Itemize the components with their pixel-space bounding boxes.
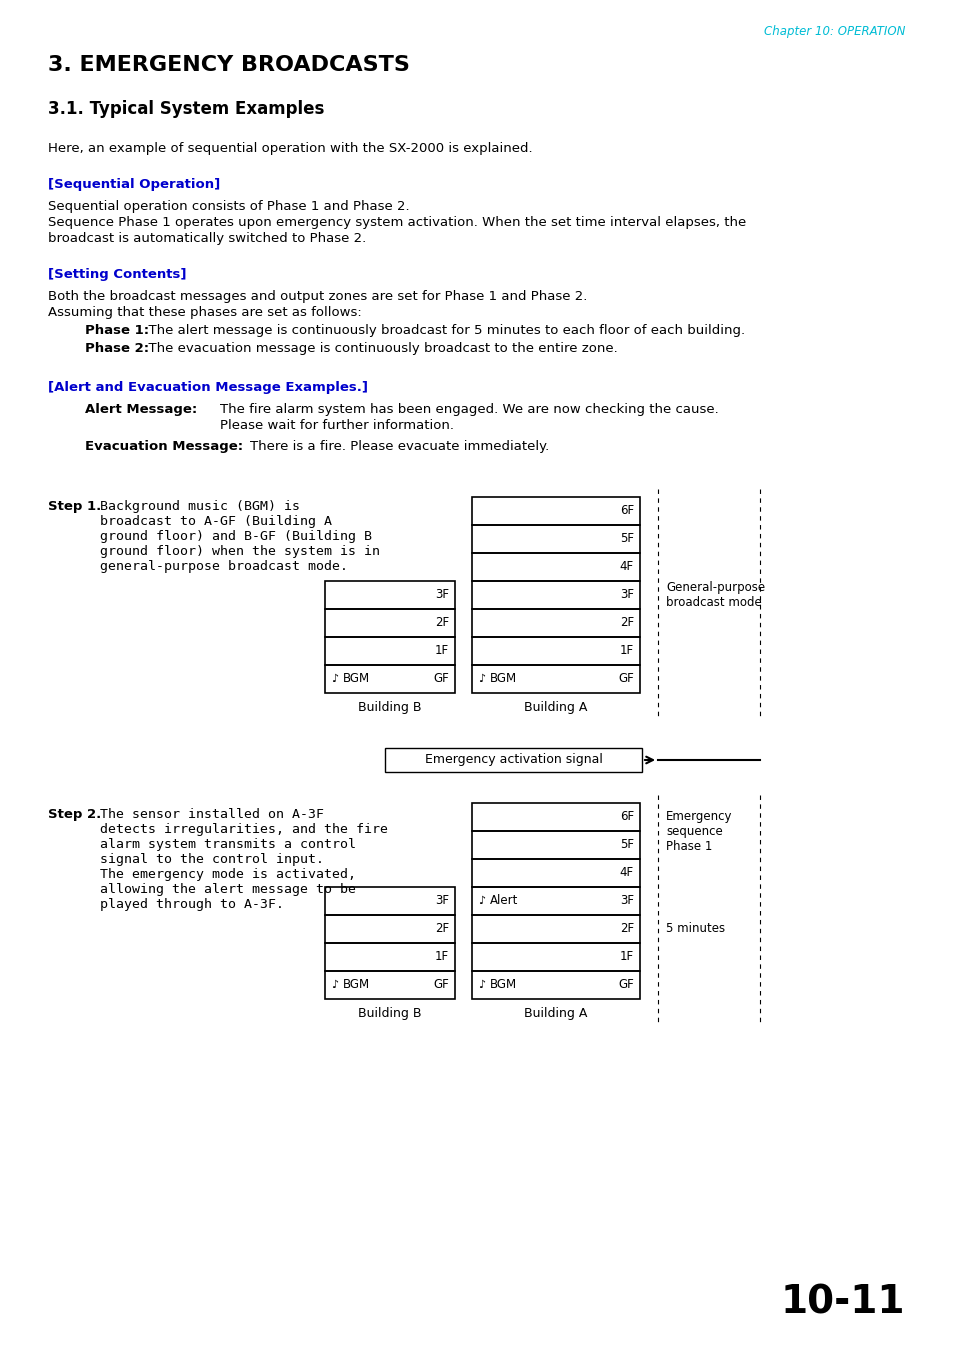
Text: Evacuation Message:: Evacuation Message: — [85, 440, 243, 453]
Text: 2F: 2F — [619, 616, 634, 630]
Text: BGM: BGM — [490, 978, 517, 992]
Text: Sequential operation consists of Phase 1 and Phase 2.: Sequential operation consists of Phase 1… — [48, 200, 409, 213]
Text: [Sequential Operation]: [Sequential Operation] — [48, 178, 220, 190]
Text: 10-11: 10-11 — [780, 1283, 904, 1323]
Text: Assuming that these phases are set as follows:: Assuming that these phases are set as fo… — [48, 305, 361, 319]
Text: The emergency mode is activated,: The emergency mode is activated, — [100, 867, 355, 881]
Text: Sequence Phase 1 operates upon emergency system activation. When the set time in: Sequence Phase 1 operates upon emergency… — [48, 216, 745, 230]
Text: 5F: 5F — [619, 839, 634, 851]
Text: ♪: ♪ — [477, 979, 485, 990]
Bar — [325, 888, 455, 915]
Text: broadcast to A-GF (Building A: broadcast to A-GF (Building A — [100, 515, 332, 528]
Text: Building B: Building B — [358, 701, 421, 713]
Text: 3F: 3F — [619, 894, 634, 908]
Text: allowing the alert message to be: allowing the alert message to be — [100, 884, 355, 896]
Bar — [385, 748, 641, 771]
Text: Step 1.: Step 1. — [48, 500, 101, 513]
Text: 4F: 4F — [619, 561, 634, 574]
Text: alarm system transmits a control: alarm system transmits a control — [100, 838, 355, 851]
Bar — [472, 665, 639, 693]
Text: Step 2.: Step 2. — [48, 808, 101, 821]
Bar — [325, 581, 455, 609]
Bar — [472, 888, 639, 915]
Text: 3. EMERGENCY BROADCASTS: 3. EMERGENCY BROADCASTS — [48, 55, 410, 76]
Text: 1F: 1F — [435, 644, 449, 658]
Text: played through to A-3F.: played through to A-3F. — [100, 898, 284, 911]
Text: general-purpose broadcast mode.: general-purpose broadcast mode. — [100, 561, 348, 573]
Text: 1F: 1F — [435, 951, 449, 963]
Bar — [325, 943, 455, 971]
Text: detects irregularities, and the fire: detects irregularities, and the fire — [100, 823, 388, 836]
Text: Both the broadcast messages and output zones are set for Phase 1 and Phase 2.: Both the broadcast messages and output z… — [48, 290, 587, 303]
Text: Building B: Building B — [358, 1006, 421, 1020]
Text: 3F: 3F — [619, 589, 634, 601]
Text: 5 minutes: 5 minutes — [665, 923, 724, 935]
Text: GF: GF — [618, 978, 634, 992]
Bar — [472, 943, 639, 971]
Text: 1F: 1F — [619, 644, 634, 658]
Bar — [325, 915, 455, 943]
Text: The sensor installed on A-3F: The sensor installed on A-3F — [100, 808, 324, 821]
Text: Chapter 10: OPERATION: Chapter 10: OPERATION — [762, 26, 904, 38]
Text: Phase 1:: Phase 1: — [85, 324, 149, 336]
Text: The evacuation message is continuously broadcast to the entire zone.: The evacuation message is continuously b… — [140, 342, 618, 355]
Text: BGM: BGM — [490, 673, 517, 685]
Text: 5F: 5F — [619, 532, 634, 546]
Text: [Setting Contents]: [Setting Contents] — [48, 267, 186, 281]
Bar — [472, 802, 639, 831]
Text: ♪: ♪ — [477, 896, 485, 907]
Text: ground floor) and B-GF (Building B: ground floor) and B-GF (Building B — [100, 530, 372, 543]
Text: Building A: Building A — [524, 1006, 587, 1020]
Text: 3F: 3F — [435, 589, 449, 601]
Text: Phase 2:: Phase 2: — [85, 342, 149, 355]
Bar — [472, 553, 639, 581]
Text: General-purpose
broadcast mode: General-purpose broadcast mode — [665, 581, 764, 609]
Text: 6F: 6F — [619, 811, 634, 824]
Text: Background music (BGM) is: Background music (BGM) is — [100, 500, 299, 513]
Text: Emergency activation signal: Emergency activation signal — [424, 754, 601, 766]
Text: ♪: ♪ — [331, 979, 337, 990]
Text: ground floor) when the system is in: ground floor) when the system is in — [100, 544, 379, 558]
Text: broadcast is automatically switched to Phase 2.: broadcast is automatically switched to P… — [48, 232, 366, 245]
Text: 2F: 2F — [619, 923, 634, 935]
Text: 6F: 6F — [619, 504, 634, 517]
Text: 2F: 2F — [435, 923, 449, 935]
Text: BGM: BGM — [343, 673, 370, 685]
Bar — [472, 526, 639, 553]
Text: 3.1. Typical System Examples: 3.1. Typical System Examples — [48, 100, 324, 118]
Text: The alert message is continuously broadcast for 5 minutes to each floor of each : The alert message is continuously broadc… — [140, 324, 744, 336]
Text: 1F: 1F — [619, 951, 634, 963]
Bar — [472, 831, 639, 859]
Bar — [472, 859, 639, 888]
Bar — [472, 971, 639, 998]
Bar — [325, 665, 455, 693]
Text: 2F: 2F — [435, 616, 449, 630]
Text: ♪: ♪ — [477, 674, 485, 684]
Text: signal to the control input.: signal to the control input. — [100, 852, 324, 866]
Text: Alert Message:: Alert Message: — [85, 403, 197, 416]
Text: Building A: Building A — [524, 701, 587, 713]
Bar — [472, 497, 639, 526]
Bar — [472, 581, 639, 609]
Bar — [325, 971, 455, 998]
Bar — [472, 609, 639, 638]
Text: Emergency
sequence
Phase 1: Emergency sequence Phase 1 — [665, 811, 732, 852]
Text: GF: GF — [433, 978, 449, 992]
Text: There is a fire. Please evacuate immediately.: There is a fire. Please evacuate immedia… — [250, 440, 549, 453]
Bar — [325, 638, 455, 665]
Text: The fire alarm system has been engaged. We are now checking the cause.: The fire alarm system has been engaged. … — [220, 403, 718, 416]
Text: GF: GF — [618, 673, 634, 685]
Text: [Alert and Evacuation Message Examples.]: [Alert and Evacuation Message Examples.] — [48, 381, 368, 394]
Text: GF: GF — [433, 673, 449, 685]
Text: 4F: 4F — [619, 866, 634, 880]
Text: BGM: BGM — [343, 978, 370, 992]
Text: Alert: Alert — [490, 894, 517, 908]
Bar — [472, 915, 639, 943]
Text: 3F: 3F — [435, 894, 449, 908]
Text: ♪: ♪ — [331, 674, 337, 684]
Bar — [325, 609, 455, 638]
Text: Here, an example of sequential operation with the SX-2000 is explained.: Here, an example of sequential operation… — [48, 142, 532, 155]
Text: Please wait for further information.: Please wait for further information. — [220, 419, 454, 432]
Bar — [472, 638, 639, 665]
